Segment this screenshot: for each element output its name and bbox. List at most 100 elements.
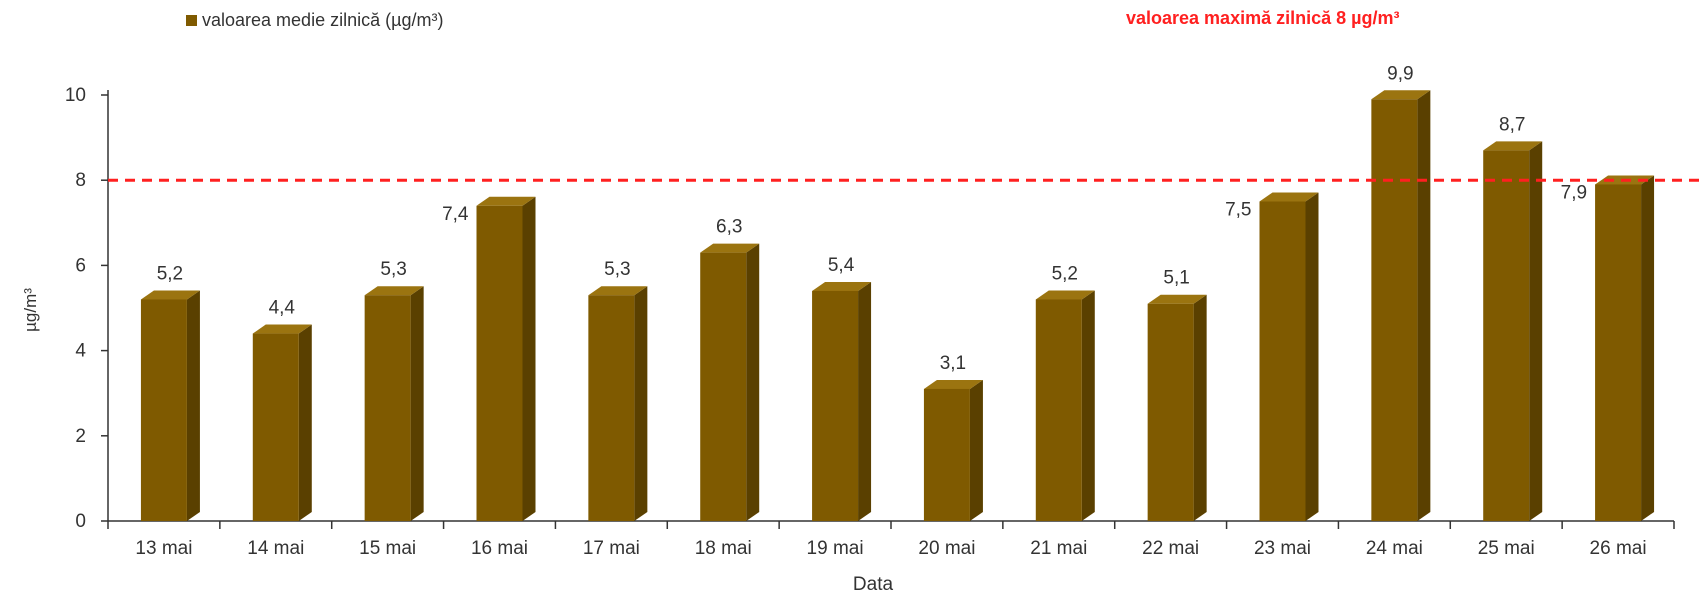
bar-front xyxy=(700,252,747,521)
x-tick-label: 13 mai xyxy=(135,538,192,559)
x-tick-label: 18 mai xyxy=(695,538,752,559)
bar xyxy=(140,290,200,521)
bar-top xyxy=(1035,290,1095,300)
bar xyxy=(252,324,312,521)
bar-top xyxy=(364,286,424,296)
legend-label: valoarea medie zilnică (µg/m³) xyxy=(202,10,443,30)
x-axis: 13 mai 14 mai 15 mai 16 mai 17 mai 18 mai 19 m… xyxy=(107,520,1675,559)
legend-swatch xyxy=(186,15,197,26)
bar-side xyxy=(186,290,200,521)
data-label: 4,4 xyxy=(269,298,296,319)
bar-top xyxy=(1483,141,1543,151)
data-label: 9,9 xyxy=(1387,63,1413,84)
bar-front xyxy=(252,333,299,521)
data-label: 5,3 xyxy=(604,259,630,280)
x-tick-label: 16 mai xyxy=(471,538,528,559)
bar-front xyxy=(588,295,635,521)
data-label: 7,4 xyxy=(442,204,469,225)
x-tick-label: 21 mai xyxy=(1030,538,1087,559)
data-label: 7,5 xyxy=(1225,200,1251,221)
bar-top xyxy=(476,196,536,206)
bar xyxy=(1483,141,1543,521)
data-label: 5,1 xyxy=(1163,268,1189,289)
bar-front xyxy=(1483,150,1530,521)
bar-top xyxy=(1259,192,1319,202)
bar xyxy=(1147,294,1207,521)
bar-side xyxy=(410,286,424,521)
data-label: 5,4 xyxy=(828,255,855,276)
bar xyxy=(700,243,760,521)
data-label: 6,3 xyxy=(716,217,742,238)
data-label: 8,7 xyxy=(1499,114,1525,135)
threshold-label: valoarea maximă zilnică 8 µg/m³ xyxy=(1126,8,1400,28)
bar-side xyxy=(298,324,312,521)
bar-front xyxy=(1595,184,1642,521)
bar xyxy=(1035,290,1095,521)
y-axis: 0 2 4 6 8 10 xyxy=(65,85,109,532)
data-label: 7,9 xyxy=(1561,182,1587,203)
x-tick-label: 25 mai xyxy=(1478,538,1535,559)
bar-top xyxy=(1147,294,1207,304)
y-tick-label: 6 xyxy=(75,255,86,276)
bar-top xyxy=(1371,90,1431,100)
x-tick-label: 19 mai xyxy=(807,538,864,559)
bar-front xyxy=(1035,299,1082,521)
bar-front xyxy=(476,205,523,521)
bars xyxy=(140,90,1655,521)
data-label: 5,2 xyxy=(157,263,183,284)
y-axis-title: µg/m³ xyxy=(21,288,40,332)
bar xyxy=(364,286,424,521)
bar-side xyxy=(969,379,983,521)
x-tick-label: 24 mai xyxy=(1366,538,1423,559)
legend: valoarea medie zilnică (µg/m³) xyxy=(186,10,443,30)
bar-side xyxy=(1417,90,1431,521)
data-label: 5,3 xyxy=(380,259,406,280)
x-tick-label: 17 mai xyxy=(583,538,640,559)
bar-side xyxy=(746,243,760,521)
bar-side xyxy=(522,196,536,521)
bar-top xyxy=(252,324,312,334)
bar-side xyxy=(858,281,872,521)
bar xyxy=(812,281,872,521)
bar xyxy=(588,286,648,521)
y-tick-label: 10 xyxy=(65,85,86,106)
bar xyxy=(923,379,983,521)
bar-top xyxy=(700,243,760,253)
bar-front xyxy=(364,295,411,521)
bar-side xyxy=(1081,290,1095,521)
bar-front xyxy=(140,299,187,521)
bar-top xyxy=(140,290,200,300)
bar-top xyxy=(812,281,872,291)
bar xyxy=(476,196,536,521)
y-tick-label: 4 xyxy=(75,341,86,362)
y-tick-label: 8 xyxy=(75,170,86,191)
bar-front xyxy=(1259,201,1306,521)
bar-side xyxy=(1529,141,1543,521)
bar-front xyxy=(812,290,859,521)
y-tick-label: 2 xyxy=(75,426,86,447)
x-tick-label: 14 mai xyxy=(247,538,304,559)
bar-side xyxy=(1305,192,1319,521)
bar xyxy=(1259,192,1319,521)
bar-side xyxy=(634,286,648,521)
bar xyxy=(1595,175,1655,521)
bar-side xyxy=(1193,294,1207,521)
data-label: 3,1 xyxy=(940,353,966,374)
x-tick-label: 22 mai xyxy=(1142,538,1199,559)
bar-front xyxy=(1371,99,1418,521)
data-label: 5,2 xyxy=(1052,263,1078,284)
x-tick-label: 15 mai xyxy=(359,538,416,559)
bar-side xyxy=(1641,175,1655,521)
x-tick-label: 20 mai xyxy=(918,538,975,559)
bar-top xyxy=(923,379,983,389)
x-tick-label: 23 mai xyxy=(1254,538,1311,559)
y-tick-label: 0 xyxy=(75,511,86,532)
bar-top xyxy=(588,286,648,296)
bar-front xyxy=(1147,303,1194,521)
data-labels: 5,2 4,4 5,3 7,4 5,3 6,3 5,4 3,1 5,2 5,1 7,5 9,9 8,7 7… xyxy=(157,63,1587,374)
x-tick-label: 26 mai xyxy=(1590,538,1647,559)
bar xyxy=(1371,90,1431,521)
bar-front xyxy=(923,388,970,521)
x-axis-title: Data xyxy=(853,574,894,595)
